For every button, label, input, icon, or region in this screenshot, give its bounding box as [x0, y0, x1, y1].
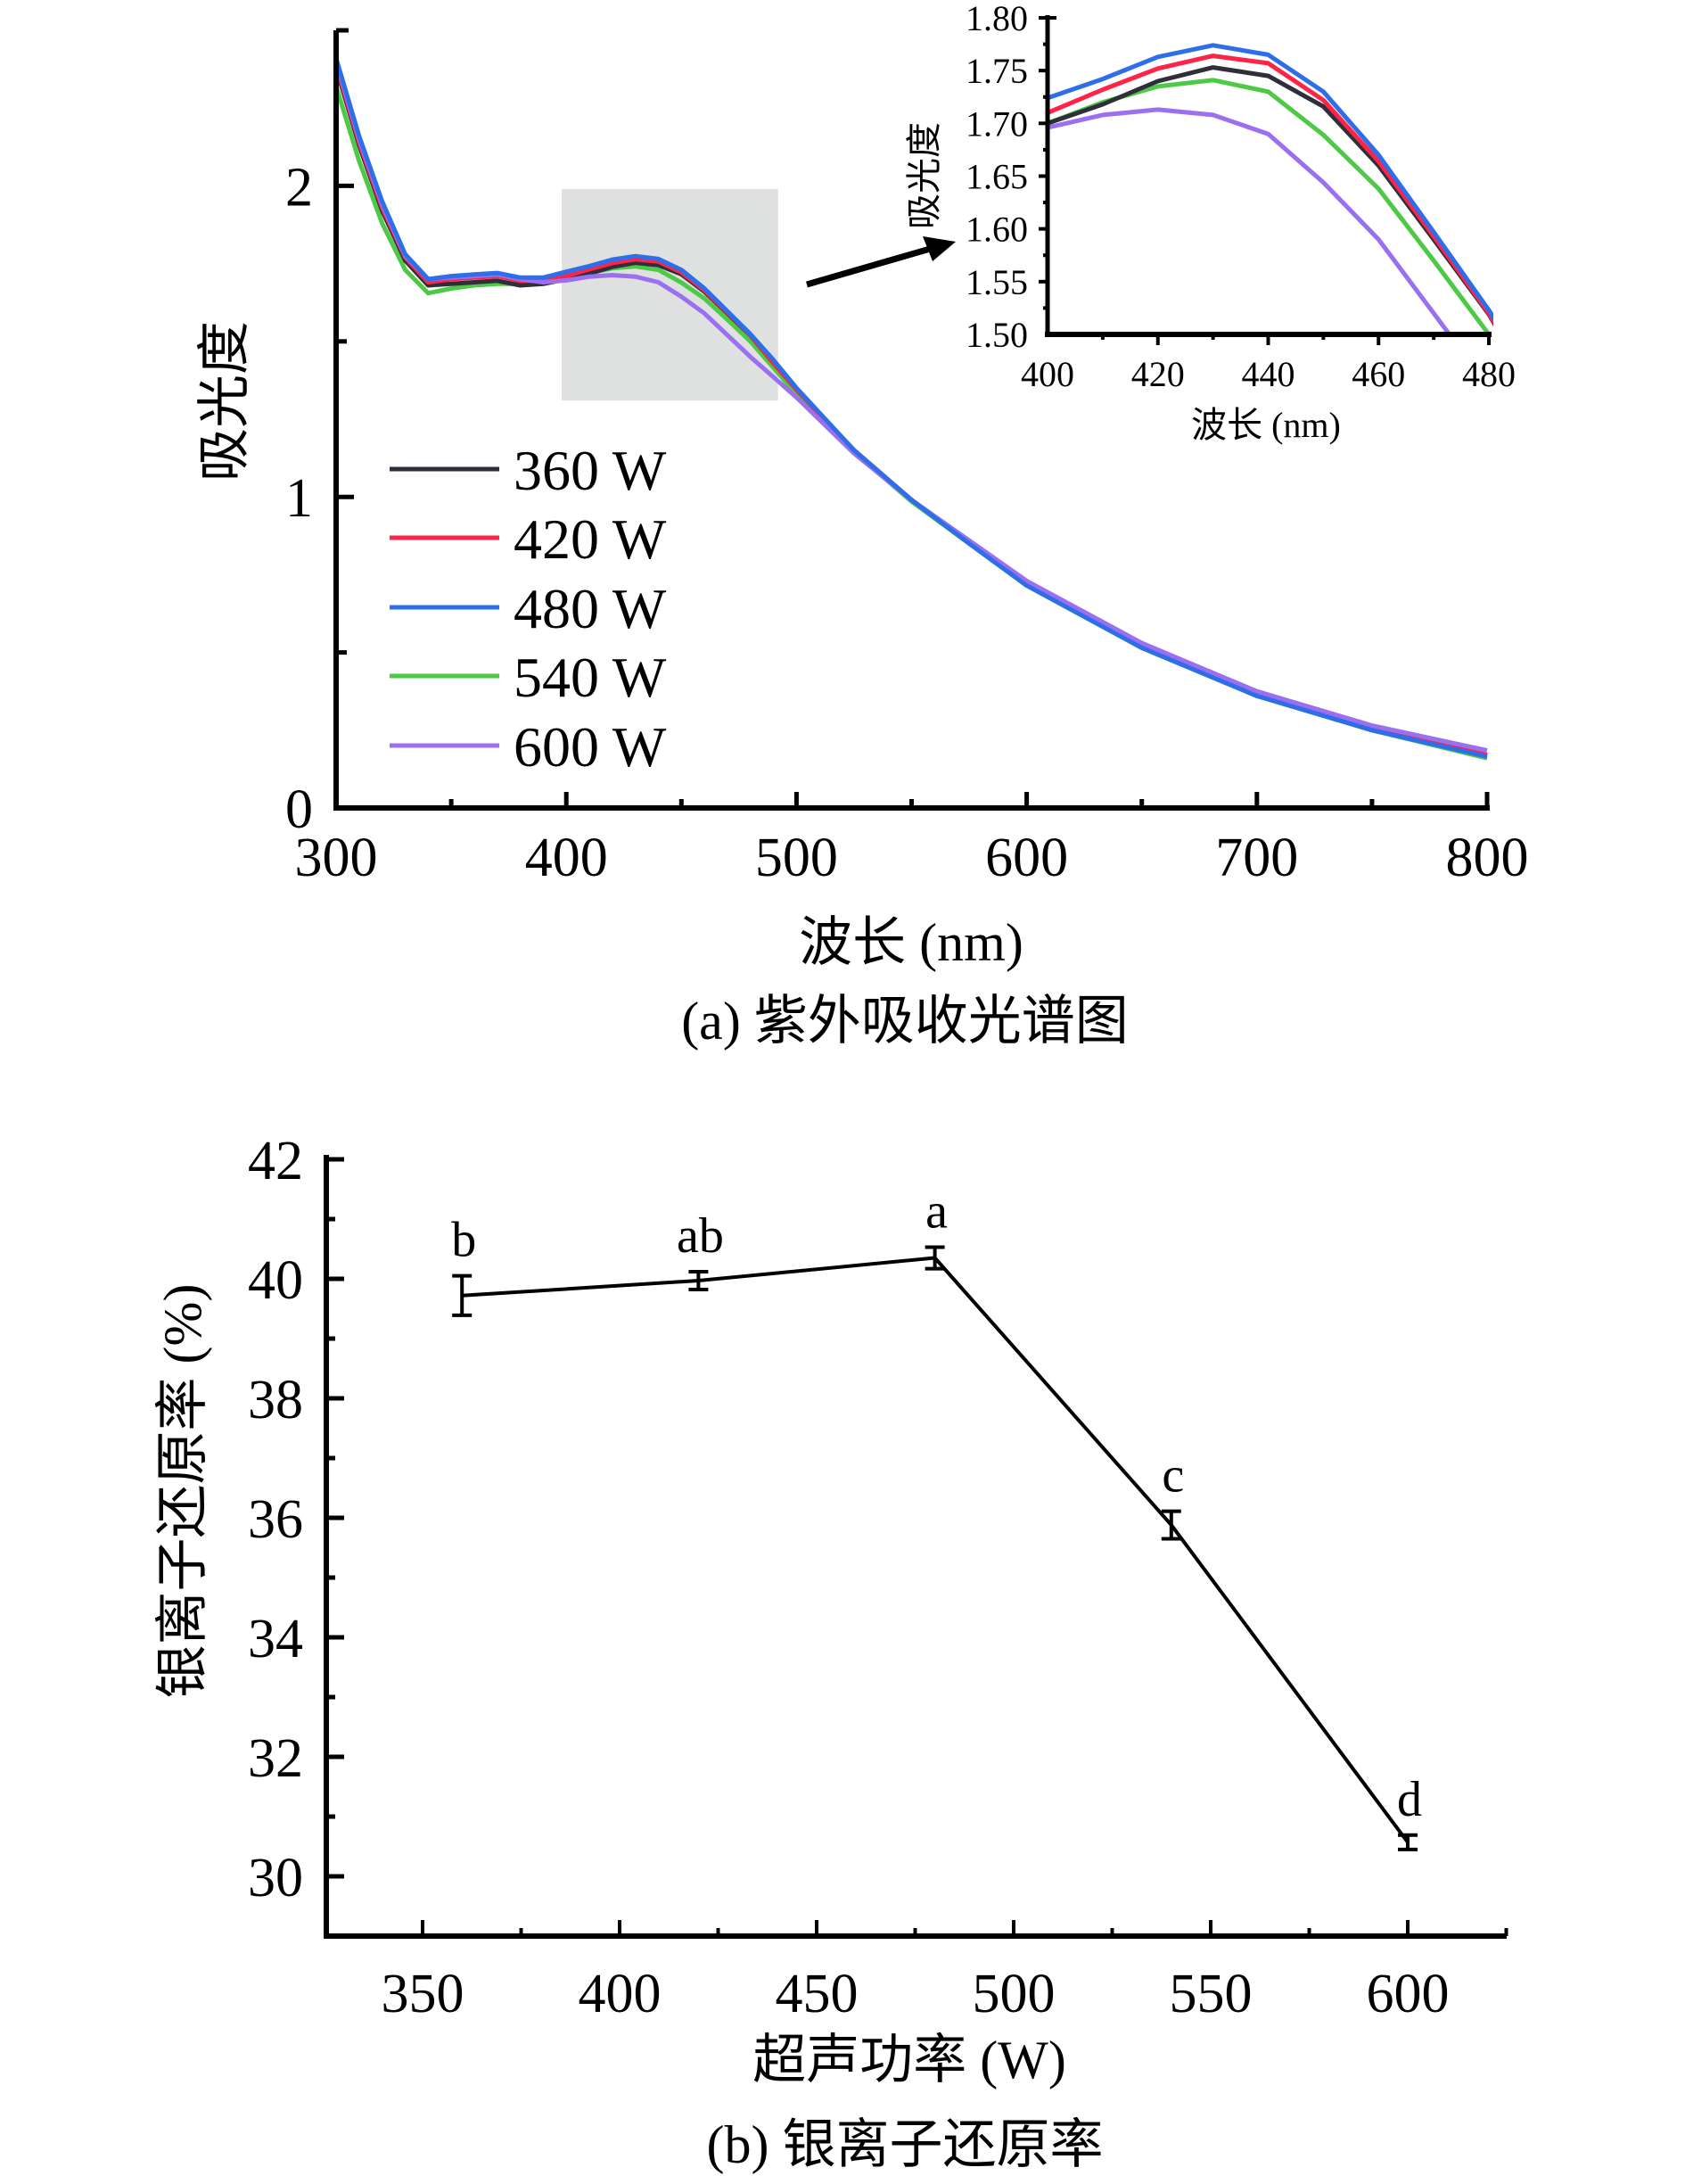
chart-a-uv-spectrum: 300 400 500 600 700 800 0 1 2 吸光度 波长 (nm) (a) 紫外…: [195, 0, 1529, 1051]
legend-item: 480 W: [390, 577, 667, 640]
tick-labels: 300 400 500 600 700 800 0 1 2: [285, 157, 1529, 888]
data-point: b: [451, 1213, 476, 1317]
inset-x-tick-label: 420: [1131, 354, 1185, 394]
inset-y-axis-title: 吸光度: [904, 122, 944, 229]
y-tick-label: 32: [248, 1728, 303, 1789]
legend-label: 540 W: [514, 646, 667, 709]
inset-y-tick-label: 1.65: [966, 157, 1028, 197]
inset-y-tick-label: 1.70: [966, 103, 1028, 144]
significance-label: b: [451, 1213, 476, 1268]
significance-label: c: [1162, 1448, 1184, 1504]
inset-axes: [1039, 15, 1492, 345]
inset-y-tick-label: 1.50: [966, 315, 1028, 355]
y-tick-label: 36: [248, 1489, 303, 1550]
y-axis-title: 银离子还原率 (%): [153, 1284, 212, 1699]
x-tick-label: 400: [579, 1964, 662, 2024]
inset-x-tick-label: 460: [1352, 354, 1405, 394]
data-point: d: [1397, 1772, 1422, 1851]
inset-series-line-420w: [1048, 54, 1493, 326]
caption: (b) 银离子还原率: [707, 2115, 1104, 2174]
data-point: a: [925, 1183, 948, 1271]
x-tick-label: 500: [755, 828, 838, 888]
x-tick-label: 700: [1215, 828, 1298, 888]
x-tick-label: 500: [973, 1964, 1056, 2024]
x-tick-label: 400: [525, 828, 608, 888]
axes: [333, 28, 1490, 811]
y-tick-label: 0: [285, 779, 313, 840]
inset-x-tick-label: 480: [1462, 354, 1516, 394]
legend-item: 360 W: [390, 439, 667, 502]
inset-x-tick-label: 400: [1021, 354, 1074, 394]
x-tick-label: 600: [985, 828, 1068, 888]
y-axis-title: 吸光度: [195, 321, 254, 482]
x-tick-label: 600: [1367, 1964, 1450, 2024]
inset-chart: 400 420 440 460 480 1.50 1.55 1.60 1.65 1.70 1.75 1…: [904, 0, 1516, 445]
inset-y-tick-label: 1.75: [966, 51, 1028, 91]
inset-y-tick-label: 1.60: [966, 210, 1028, 250]
y-tick-label: 1: [285, 468, 313, 529]
highlight-region: [562, 188, 778, 401]
y-tick-label: 38: [248, 1370, 303, 1430]
y-tick-label: 42: [248, 1131, 303, 1191]
x-tick-label: 800: [1446, 828, 1529, 888]
axes: [324, 1155, 1508, 1939]
legend-label: 360 W: [514, 439, 667, 502]
series-line-480w: [333, 57, 1488, 759]
series-line: [462, 1256, 1410, 1843]
legend-item: 540 W: [390, 646, 667, 709]
arrowhead-icon: [923, 236, 956, 261]
legend-label: 600 W: [514, 715, 667, 779]
x-tick-label: 300: [295, 828, 378, 888]
series-group: [333, 57, 1488, 761]
data-point: ab: [677, 1208, 724, 1292]
inset-series-line-480w: [1048, 43, 1493, 322]
inset-y-tick-label: 1.80: [966, 0, 1028, 38]
legend-label: 420 W: [514, 507, 667, 571]
inset-tick-labels: 400 420 440 460 480 1.50 1.55 1.60 1.65 1.70 1.75 1…: [966, 0, 1516, 394]
inset-x-axis-title: 波长 (nm): [1191, 405, 1341, 445]
tick-labels: 350 400 450 500 550 600 30 32 34 36 38 40 42: [248, 1131, 1450, 2024]
series-group: b ab a c d: [451, 1183, 1422, 1851]
x-tick-label: 550: [1170, 1964, 1253, 2024]
x-axis-title: 波长 (nm): [799, 913, 1023, 972]
legend-item: 600 W: [390, 715, 667, 779]
y-tick-label: 40: [248, 1250, 303, 1311]
y-tick-label: 30: [248, 1848, 303, 1908]
legend-item: 420 W: [390, 507, 667, 571]
data-point: c: [1161, 1448, 1184, 1541]
x-axis-title: 超声功率 (W): [752, 2031, 1066, 2089]
inset-y-tick-label: 1.55: [966, 262, 1028, 302]
arrow-shaft: [806, 243, 937, 288]
y-tick-label: 34: [248, 1609, 303, 1669]
inset-x-tick-label: 440: [1242, 354, 1295, 394]
y-tick-label: 2: [285, 157, 313, 218]
legend-label: 480 W: [514, 577, 667, 640]
x-tick-label: 350: [382, 1964, 464, 2024]
zoom-arrow: [806, 236, 956, 288]
caption: (a) 紫外吸收光谱图: [681, 992, 1129, 1051]
significance-label: ab: [677, 1208, 724, 1264]
significance-label: d: [1397, 1772, 1422, 1827]
inset-series-line-600w: [1048, 107, 1452, 334]
inset-series-group: [1048, 43, 1493, 334]
significance-label: a: [925, 1183, 948, 1239]
x-tick-label: 450: [776, 1964, 859, 2024]
